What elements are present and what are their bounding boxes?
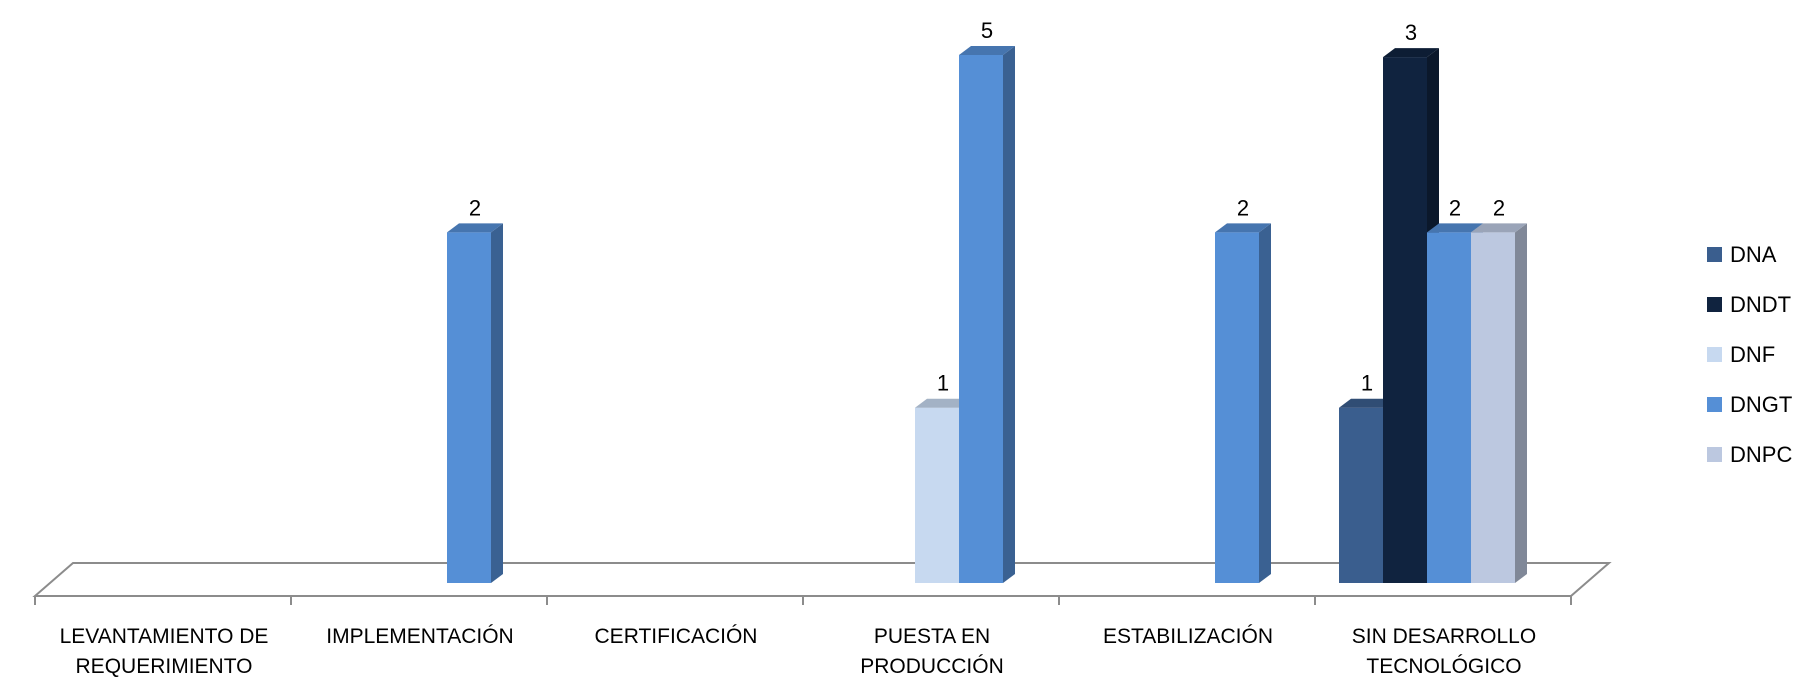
bar-dngt bbox=[959, 55, 1003, 583]
legend-swatch-dnf bbox=[1707, 347, 1722, 362]
category-tick-label: PUESTA EN bbox=[874, 625, 990, 648]
bar-dngt bbox=[447, 232, 491, 583]
category-tick-label: PRODUCCIÓN bbox=[860, 655, 1004, 678]
category-tick-label: CERTIFICACIÓN bbox=[595, 625, 758, 648]
data-label: 1 bbox=[1361, 371, 1373, 396]
bar-top-dngt bbox=[1427, 223, 1483, 233]
bar-top-dndt bbox=[1383, 48, 1439, 58]
legend-swatch-dnpc bbox=[1707, 447, 1722, 462]
bar-side-dnpc bbox=[1515, 223, 1527, 583]
legend-swatch-dngt bbox=[1707, 397, 1722, 412]
data-label: 3 bbox=[1405, 20, 1417, 45]
category-tick-label: LEVANTAMIENTO DE bbox=[60, 625, 269, 648]
data-label: 2 bbox=[1493, 195, 1505, 220]
bar-side-dngt bbox=[1003, 46, 1015, 583]
data-label: 2 bbox=[1449, 195, 1461, 220]
bar-top-dngt bbox=[447, 223, 503, 233]
legend-label-dna: DNA bbox=[1730, 242, 1777, 267]
legend-label-dngt: DNGT bbox=[1730, 392, 1792, 417]
bar-dndt bbox=[1383, 57, 1427, 584]
data-label: 2 bbox=[1237, 195, 1249, 220]
category-tick-label: IMPLEMENTACIÓN bbox=[326, 625, 513, 648]
bar-top-dnf bbox=[915, 398, 971, 408]
data-label: 2 bbox=[469, 195, 481, 220]
bar-dna bbox=[1339, 407, 1383, 583]
bar-top-dna bbox=[1339, 398, 1395, 408]
legend-label-dnpc: DNPC bbox=[1730, 442, 1792, 467]
bar-top-dngt bbox=[1215, 223, 1271, 233]
data-label: 5 bbox=[981, 18, 993, 43]
category-ticks-group: LEVANTAMIENTO DE REQUERIMIENTO IMPLEMENTAC… bbox=[60, 625, 1537, 678]
category-tick-label: REQUERIMIENTO bbox=[76, 655, 253, 678]
legend-label-dndt: DNDT bbox=[1730, 292, 1791, 317]
category-tick-label: TECNOLÓGICO bbox=[1366, 655, 1521, 678]
legend-swatch-dndt bbox=[1707, 297, 1722, 312]
legend: DNA DNDT DNF DNGT DNPC bbox=[1707, 242, 1792, 467]
bar-dnf bbox=[915, 407, 959, 583]
bar-dnpc bbox=[1471, 232, 1515, 583]
bar-side-dngt bbox=[491, 223, 503, 583]
bar-side-dngt bbox=[1259, 223, 1271, 583]
data-label: 1 bbox=[937, 371, 949, 396]
bar-top-dngt bbox=[959, 46, 1015, 55]
bar-dngt bbox=[1215, 232, 1259, 583]
bars-group bbox=[447, 46, 1527, 584]
bar-top-dnpc bbox=[1471, 223, 1527, 233]
legend-label-dnf: DNF bbox=[1730, 342, 1775, 367]
category-tick-label: SIN DESARROLLO bbox=[1352, 625, 1536, 648]
category-tick-label: ESTABILIZACIÓN bbox=[1103, 625, 1273, 648]
data-labels-group: 2 1 5 2 1 3 2 2 bbox=[469, 18, 1505, 396]
legend-swatch-dna bbox=[1707, 247, 1722, 262]
bar-dngt bbox=[1427, 232, 1471, 583]
